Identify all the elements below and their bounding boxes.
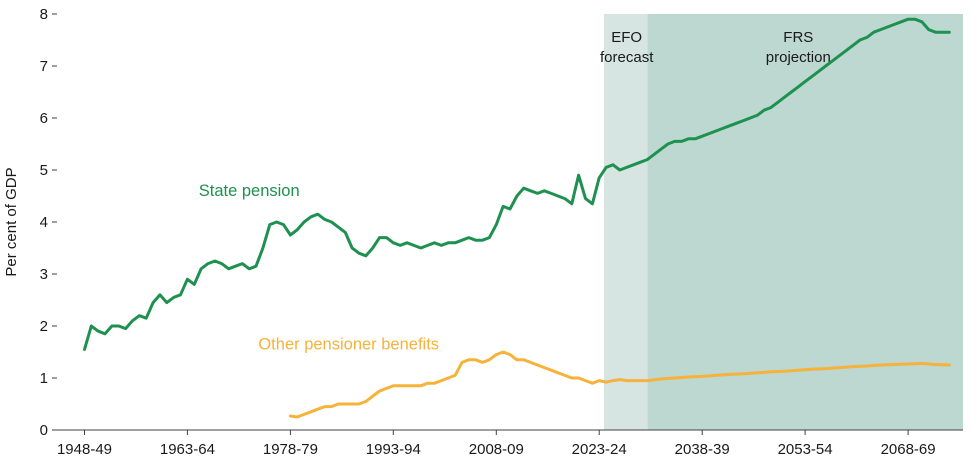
frs-projection-band	[647, 14, 963, 430]
x-tick-label: 1948-49	[57, 441, 112, 458]
y-tick-label: 5	[40, 162, 48, 179]
y-tick-label: 6	[40, 110, 48, 127]
x-tick-label: 2038-39	[675, 441, 730, 458]
y-tick-label: 7	[40, 58, 48, 75]
efo-forecast-label: EFO	[611, 29, 642, 46]
other-pensioner-benefits-line	[288, 350, 951, 419]
y-tick-label: 0	[40, 422, 48, 439]
x-tick-label: 1978-79	[263, 441, 318, 458]
other-pensioner-benefits-label: Other pensioner benefits	[258, 335, 439, 353]
x-tick-label: 2008-09	[469, 441, 524, 458]
frs-projection-label: FRS	[783, 29, 813, 46]
frs-projection-label: projection	[766, 49, 831, 66]
x-tick-label: 2023-24	[572, 441, 627, 458]
state-pension-line	[83, 17, 951, 351]
efo-forecast-label: forecast	[600, 49, 654, 66]
y-tick-label: 1	[40, 370, 48, 387]
y-tick-label: 2	[40, 318, 48, 335]
efo-forecast-band	[604, 14, 648, 430]
x-tick-label: 2068-69	[881, 441, 936, 458]
y-axis-title: Per cent of GDP	[3, 167, 20, 276]
y-tick-label: 8	[40, 6, 48, 23]
x-tick-label: 1963-64	[160, 441, 215, 458]
x-tick-label: 1993-94	[366, 441, 421, 458]
state-pension-label: State pension	[199, 182, 300, 200]
y-tick-label: 4	[40, 214, 48, 231]
x-tick-label: 2053-54	[778, 441, 833, 458]
y-tick-label: 3	[40, 266, 48, 283]
